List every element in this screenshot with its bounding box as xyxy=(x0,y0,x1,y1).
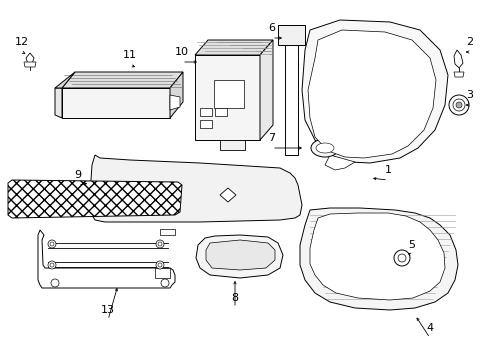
Circle shape xyxy=(397,254,405,262)
Circle shape xyxy=(452,99,464,111)
Text: 6: 6 xyxy=(268,23,275,33)
Circle shape xyxy=(455,102,461,108)
Text: 13: 13 xyxy=(101,305,115,315)
Circle shape xyxy=(50,263,54,267)
Text: 5: 5 xyxy=(407,240,415,250)
Circle shape xyxy=(48,261,56,269)
Polygon shape xyxy=(309,213,444,300)
Polygon shape xyxy=(285,25,297,155)
Polygon shape xyxy=(160,229,175,235)
Text: 9: 9 xyxy=(74,170,81,180)
Circle shape xyxy=(48,240,56,248)
Polygon shape xyxy=(26,53,34,64)
Ellipse shape xyxy=(315,143,333,153)
Bar xyxy=(200,108,212,116)
Circle shape xyxy=(156,261,163,269)
Text: 12: 12 xyxy=(15,37,29,47)
Polygon shape xyxy=(62,72,183,88)
Circle shape xyxy=(50,242,54,246)
Polygon shape xyxy=(38,230,175,288)
Bar xyxy=(214,80,244,108)
Polygon shape xyxy=(299,208,457,310)
Polygon shape xyxy=(325,155,354,170)
Polygon shape xyxy=(220,188,236,202)
Bar xyxy=(215,108,226,116)
Polygon shape xyxy=(196,235,283,278)
Circle shape xyxy=(161,279,169,287)
Polygon shape xyxy=(55,88,62,118)
Polygon shape xyxy=(307,30,435,158)
Circle shape xyxy=(51,279,59,287)
Polygon shape xyxy=(453,50,462,68)
Polygon shape xyxy=(205,240,274,270)
Polygon shape xyxy=(260,40,272,140)
Text: 1: 1 xyxy=(384,165,391,175)
Polygon shape xyxy=(302,20,447,163)
Polygon shape xyxy=(170,95,180,110)
Polygon shape xyxy=(278,25,305,45)
Circle shape xyxy=(156,240,163,248)
Polygon shape xyxy=(62,88,170,118)
Text: 3: 3 xyxy=(466,90,472,100)
Circle shape xyxy=(158,242,162,246)
Circle shape xyxy=(158,263,162,267)
Circle shape xyxy=(448,95,468,115)
Polygon shape xyxy=(90,155,302,222)
Text: 2: 2 xyxy=(466,37,472,47)
Circle shape xyxy=(393,250,409,266)
Bar xyxy=(351,122,363,132)
Polygon shape xyxy=(453,72,463,77)
Ellipse shape xyxy=(310,139,338,157)
Polygon shape xyxy=(195,55,260,140)
Text: 11: 11 xyxy=(123,50,137,60)
Text: 7: 7 xyxy=(268,133,275,143)
Text: 10: 10 xyxy=(175,47,189,57)
Polygon shape xyxy=(170,72,183,118)
Text: 4: 4 xyxy=(426,323,433,333)
Polygon shape xyxy=(8,180,182,218)
Polygon shape xyxy=(195,40,272,55)
Polygon shape xyxy=(155,268,170,278)
Polygon shape xyxy=(55,72,75,88)
Polygon shape xyxy=(24,62,36,67)
Text: 8: 8 xyxy=(231,293,238,303)
Polygon shape xyxy=(220,140,244,150)
Bar xyxy=(200,120,212,128)
